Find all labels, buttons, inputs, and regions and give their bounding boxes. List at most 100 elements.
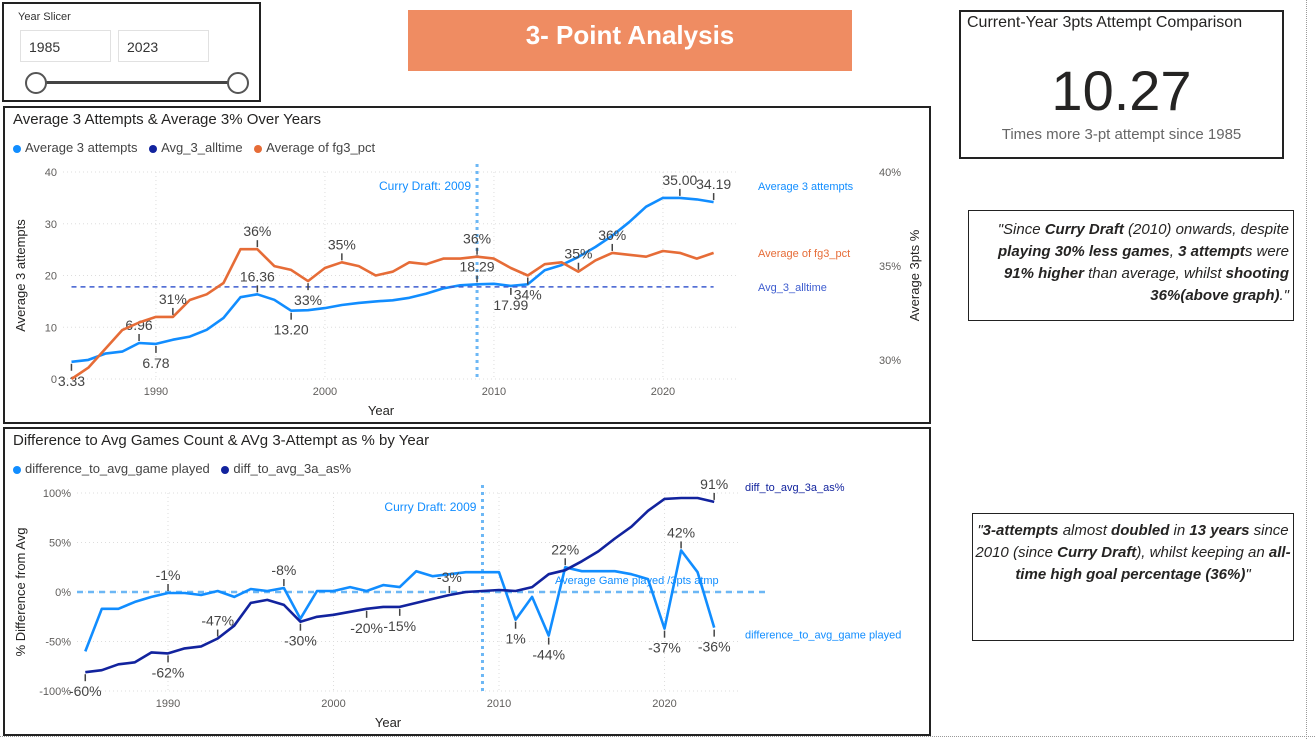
x-axis-label: Year <box>368 403 395 418</box>
data-label: 6.78 <box>142 355 169 371</box>
series-line <box>71 196 714 364</box>
data-label: 33% <box>294 292 322 308</box>
data-label: 13.20 <box>274 322 309 338</box>
data-label: -47% <box>201 613 234 629</box>
legend-dot <box>221 465 230 474</box>
legend-item[interactable]: difference_to_avg_game played <box>13 461 210 476</box>
legend-label: Avg_3_alltime <box>161 140 243 155</box>
attempts-chart-svg[interactable]: 0 10 20 30 40 1990 2000 2010 2020 30% 35% 40% Averag… <box>5 108 929 422</box>
data-label: 35% <box>328 236 356 252</box>
page-border <box>1306 0 1307 739</box>
series-line <box>85 496 715 674</box>
data-label: 36% <box>463 231 491 247</box>
difference-chart-svg[interactable]: -100% -50% 0% 50% 100% 1990 2000 2010 2020 Year % … <box>5 429 929 734</box>
series-end-label: diff_to_avg_3a_as% <box>745 482 845 494</box>
legend-dot <box>149 144 158 153</box>
x-tick-label: 2020 <box>652 698 676 710</box>
difference-chart-panel: Difference to Avg Games Count & AVg 3-At… <box>3 427 931 736</box>
kpi-title: Current-Year 3pts Attempt Comparison <box>967 14 1243 31</box>
legend-item[interactable]: diff_to_avg_3a_as% <box>221 461 351 476</box>
y-tick-label: 20 <box>45 271 57 283</box>
average-reference-label: Average Game played /3pts atmp <box>555 575 719 587</box>
y-tick-label: 50% <box>49 538 71 550</box>
chart-title: Difference to Avg Games Count & AVg 3-At… <box>13 432 430 449</box>
data-label: 31% <box>159 291 187 307</box>
note-text: since 2010 (since <box>975 522 1289 561</box>
x-tick-label: 2010 <box>487 698 511 710</box>
data-label: 1% <box>505 631 525 647</box>
legend-item[interactable]: Average 3 attempts <box>13 140 138 155</box>
note-text: " <box>977 522 983 539</box>
y-tick-label: 40 <box>45 167 57 179</box>
legend-label: difference_to_avg_game played <box>25 461 210 476</box>
series-end-label: Average of fg3_pct <box>758 248 850 260</box>
data-label: 35.00 <box>662 172 697 188</box>
data-label: 18.29 <box>460 258 495 274</box>
note-text: (2010) onwards, despite <box>1123 221 1289 238</box>
y-axis-label: Average 3 attempts <box>13 219 28 332</box>
slicer-start-input[interactable]: 1985 <box>20 30 111 62</box>
x-tick-label: 1990 <box>144 386 168 398</box>
note-emphasis: Curry Draft <box>1057 544 1137 561</box>
y-tick-label: -50% <box>45 637 71 649</box>
kpi-card: Current-Year 3pts Attempt Comparison 10.… <box>959 10 1284 159</box>
curry-draft-label: Curry Draft: 2009 <box>379 179 471 193</box>
data-label: -8% <box>271 562 296 578</box>
x-tick-label: 2000 <box>321 698 345 710</box>
data-label: -37% <box>648 640 681 656</box>
data-label: 34.19 <box>696 176 731 192</box>
data-label: -36% <box>698 639 731 655</box>
legend-label: Average 3 attempts <box>25 140 138 155</box>
data-label: 35% <box>564 246 592 262</box>
page-border <box>0 736 1315 737</box>
y-right-tick-label: 40% <box>879 167 901 179</box>
series-line <box>84 549 716 652</box>
data-label: -3% <box>437 569 462 585</box>
y-tick-label: 10 <box>45 322 57 334</box>
y-right-axis-label: Average 3pts % <box>907 229 922 321</box>
legend-dot <box>254 144 263 153</box>
note-emphasis: 3 attempt <box>1178 243 1245 260</box>
series-end-label: Avg_3_alltime <box>758 282 827 294</box>
kpi-value: 10.27 <box>1051 59 1192 122</box>
note-emphasis: Curry Draft <box>1044 221 1124 238</box>
data-label: -15% <box>383 618 416 634</box>
data-label: 3.33 <box>58 373 85 389</box>
slicer-end-handle[interactable] <box>227 72 249 94</box>
kpi-subtitle: Times more 3-pt attempt since 1985 <box>1001 126 1242 143</box>
x-tick-label: 2000 <box>313 386 337 398</box>
data-label: 36% <box>598 227 626 243</box>
note-emphasis: doubled <box>1111 522 1170 539</box>
note-text: ." <box>1279 287 1290 304</box>
y-axis-label: % Difference from Avg <box>13 528 28 657</box>
legend-item[interactable]: Average of fg3_pct <box>254 140 375 155</box>
attempts-chart-panel: Average 3 Attempts & Average 3% Over Yea… <box>3 106 931 424</box>
note-emphasis: 13 years <box>1189 522 1250 539</box>
legend-dot <box>13 465 21 474</box>
slicer-track[interactable] <box>37 81 241 84</box>
slicer-start-handle[interactable] <box>25 72 47 94</box>
data-label: -1% <box>156 567 181 583</box>
data-label: 22% <box>551 541 579 557</box>
data-label: 42% <box>667 524 695 540</box>
x-tick-label: 2020 <box>651 386 675 398</box>
year-slicer: Year Slicer 1985 2023 <box>2 2 261 102</box>
legend-dot <box>13 144 21 153</box>
legend-item[interactable]: Avg_3_alltime <box>149 140 243 155</box>
legend-label: Average of fg3_pct <box>266 140 376 155</box>
data-label: 17.99 <box>493 297 528 313</box>
note-text: in <box>1169 522 1190 539</box>
x-tick-label: 1990 <box>156 698 180 710</box>
insight-note-2: "3-attempts almost doubled in 13 years s… <box>972 513 1294 641</box>
slicer-end-input[interactable]: 2023 <box>118 30 209 62</box>
note-emphasis: shooting 36%(above graph) <box>1150 265 1289 304</box>
data-label: 34% <box>514 287 542 303</box>
data-label: 91% <box>700 476 728 492</box>
data-label: 36% <box>243 223 271 239</box>
data-label: -62% <box>152 664 185 680</box>
slicer-title: Year Slicer <box>18 11 71 23</box>
insight-note-1: "Since Curry Draft (2010) onwards, despi… <box>968 210 1294 321</box>
note-text: than average, whilst <box>1083 265 1226 282</box>
legend-label: diff_to_avg_3a_as% <box>233 461 351 476</box>
note-text: "Since <box>997 221 1045 238</box>
